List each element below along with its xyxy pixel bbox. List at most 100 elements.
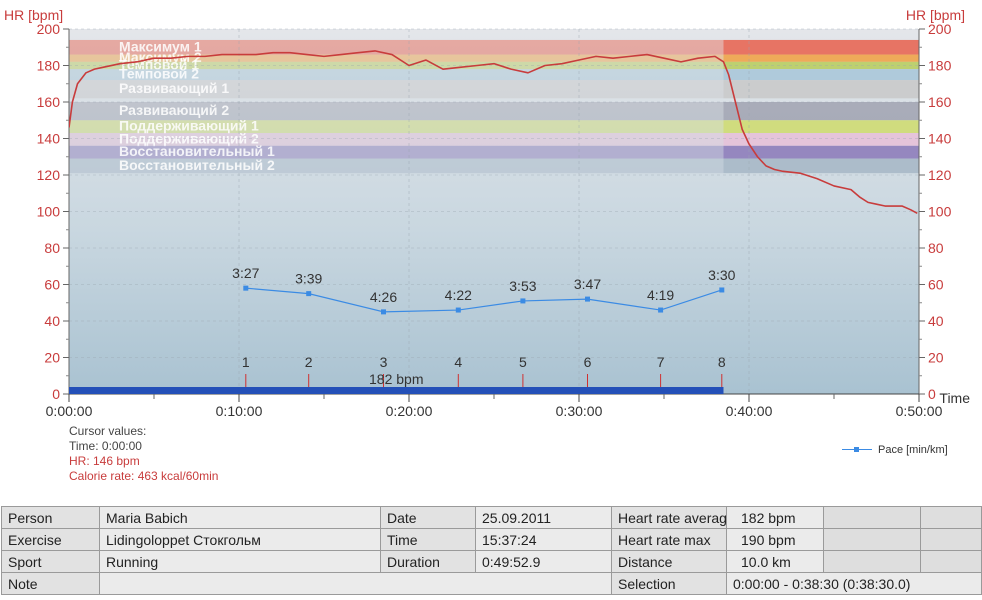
date-label: Date xyxy=(380,506,476,529)
y-tick-label-right: 100 xyxy=(928,204,952,220)
distance-value: 10.0 km xyxy=(726,550,824,573)
pace-point xyxy=(658,307,664,313)
lap-label: 5 xyxy=(519,354,527,370)
hr-zone-band xyxy=(69,69,724,81)
y-tick-label-left: 0 xyxy=(52,386,60,402)
exercise-value: Lidingoloppet Стокгольм xyxy=(99,528,381,551)
table-row: Exercise Lidingoloppet Стокгольм Time 15… xyxy=(1,528,982,551)
pace-label: 3:39 xyxy=(295,271,322,287)
exercise-label: Exercise xyxy=(1,528,100,551)
hr-zone-label: Восстановительный 1 xyxy=(119,143,275,159)
time-label: Time xyxy=(380,528,476,551)
lap-label: 2 xyxy=(305,354,313,370)
hr-zone-label: Поддерживающий 1 xyxy=(119,118,259,134)
lap-label: 7 xyxy=(657,354,665,370)
cursor-time: Time: 0:00:00 xyxy=(69,439,142,453)
pace-point xyxy=(520,298,526,304)
person-label: Person xyxy=(1,506,100,529)
pace-label: 3:27 xyxy=(232,265,259,281)
time-value: 15:37:24 xyxy=(475,528,612,551)
hr-zone-band-right xyxy=(723,80,919,99)
hr-zone-band-right xyxy=(723,54,919,62)
distance-label: Distance xyxy=(611,550,727,573)
cursor-values-panel: Cursor values: Time: 0:00:00 HR: 146 bpm… xyxy=(69,424,218,484)
pace-label: 4:22 xyxy=(445,287,472,303)
pace-label: 3:53 xyxy=(509,278,536,294)
y-tick-label-right: 160 xyxy=(928,94,952,110)
y-tick-label-left: 160 xyxy=(37,94,61,110)
pace-point xyxy=(719,287,725,293)
x-tick-label: 0:30:00 xyxy=(556,403,603,419)
note-value[interactable] xyxy=(99,572,612,595)
y-tick-label-left: 80 xyxy=(44,240,60,256)
hr-average-label: Heart rate averag xyxy=(611,506,727,529)
sport-value: Running xyxy=(99,550,381,573)
exercise-info-table: Person Maria Babich Date 25.09.2011 Hear… xyxy=(1,506,982,595)
y-tick-label-left: 120 xyxy=(37,167,61,183)
pace-label: 3:47 xyxy=(574,276,601,292)
y-tick-label-right: 140 xyxy=(928,131,952,147)
hr-zone-label: Темповой 1 xyxy=(119,57,199,73)
hr-zone-band-right xyxy=(723,158,919,174)
pace-legend-swatch xyxy=(842,445,872,455)
pace-label: 4:19 xyxy=(647,287,674,303)
selection-label: Selection xyxy=(611,572,727,595)
pace-legend-label: Pace [min/km] xyxy=(878,444,948,456)
pace-label: 4:26 xyxy=(370,289,397,305)
empty-cell xyxy=(823,506,921,529)
cursor-calorie-rate: Calorie rate: 463 kcal/60min xyxy=(69,469,219,483)
selection-bar-label: 182 bpm xyxy=(369,371,423,387)
hr-zone-band-right xyxy=(723,102,919,121)
hr-max-value: 190 bpm xyxy=(726,528,824,551)
hr-zone-label: Восстановительный 2 xyxy=(119,157,275,173)
pace-point xyxy=(306,291,312,297)
y-axis-label-right: HR [bpm] xyxy=(906,7,965,23)
pace-label: 3:30 xyxy=(708,267,735,283)
table-row: Sport Running Duration 0:49:52.9 Distanc… xyxy=(1,550,982,573)
hr-zone-band xyxy=(69,80,724,99)
empty-cell xyxy=(920,550,982,573)
person-value: Maria Babich xyxy=(99,506,381,529)
selection-bar[interactable] xyxy=(69,387,724,394)
empty-cell xyxy=(823,528,921,551)
hr-zone-band xyxy=(69,133,724,146)
duration-value: 0:49:52.9 xyxy=(475,550,612,573)
selection-value: 0:00:00 - 0:38:30 (0:38:30.0) xyxy=(726,572,982,595)
y-tick-label-left: 140 xyxy=(37,131,61,147)
hr-zone-label: Развивающий 2 xyxy=(119,102,229,118)
y-tick-label-left: 100 xyxy=(37,204,61,220)
y-tick-label-right: 200 xyxy=(928,21,952,37)
y-tick-label-left: 20 xyxy=(44,350,60,366)
hr-zone-band xyxy=(69,120,724,134)
hr-zone-band-right xyxy=(723,120,919,134)
hr-line xyxy=(69,50,918,215)
table-row: Person Maria Babich Date 25.09.2011 Hear… xyxy=(1,506,982,529)
y-tick-label-left: 40 xyxy=(44,313,60,329)
pace-point xyxy=(585,296,590,302)
empty-cell xyxy=(920,506,982,529)
hr-zone-band xyxy=(69,39,724,55)
hr-zone-band xyxy=(69,61,724,70)
hr-average-value: 182 bpm xyxy=(726,506,824,529)
cursor-hr: HR: 146 bpm xyxy=(69,454,140,468)
hr-zone-label: Поддерживающий 2 xyxy=(119,130,259,146)
duration-label: Duration xyxy=(380,550,476,573)
y-tick-label-left: 200 xyxy=(37,21,61,37)
y-axis-label-left: HR [bpm] xyxy=(4,7,63,23)
lap-label: 1 xyxy=(242,354,250,370)
hr-max-label: Heart rate max xyxy=(611,528,727,551)
sport-label: Sport xyxy=(1,550,100,573)
pace-point xyxy=(455,307,461,313)
hr-zone-band-right xyxy=(723,133,919,146)
note-label: Note xyxy=(1,572,100,595)
x-tick-label: 0:10:00 xyxy=(216,403,263,419)
table-row: Note Selection 0:00:00 - 0:38:30 (0:38:3… xyxy=(1,572,982,595)
y-tick-label-right: 120 xyxy=(928,167,952,183)
x-tick-label: 0:20:00 xyxy=(386,403,433,419)
x-tick-label: 0:50:00 xyxy=(896,403,943,419)
hr-zone-band-right xyxy=(723,39,919,55)
y-tick-label-right: 80 xyxy=(928,240,944,256)
hr-zone-band-right xyxy=(723,145,919,159)
cursor-values-title: Cursor values: xyxy=(69,424,147,438)
